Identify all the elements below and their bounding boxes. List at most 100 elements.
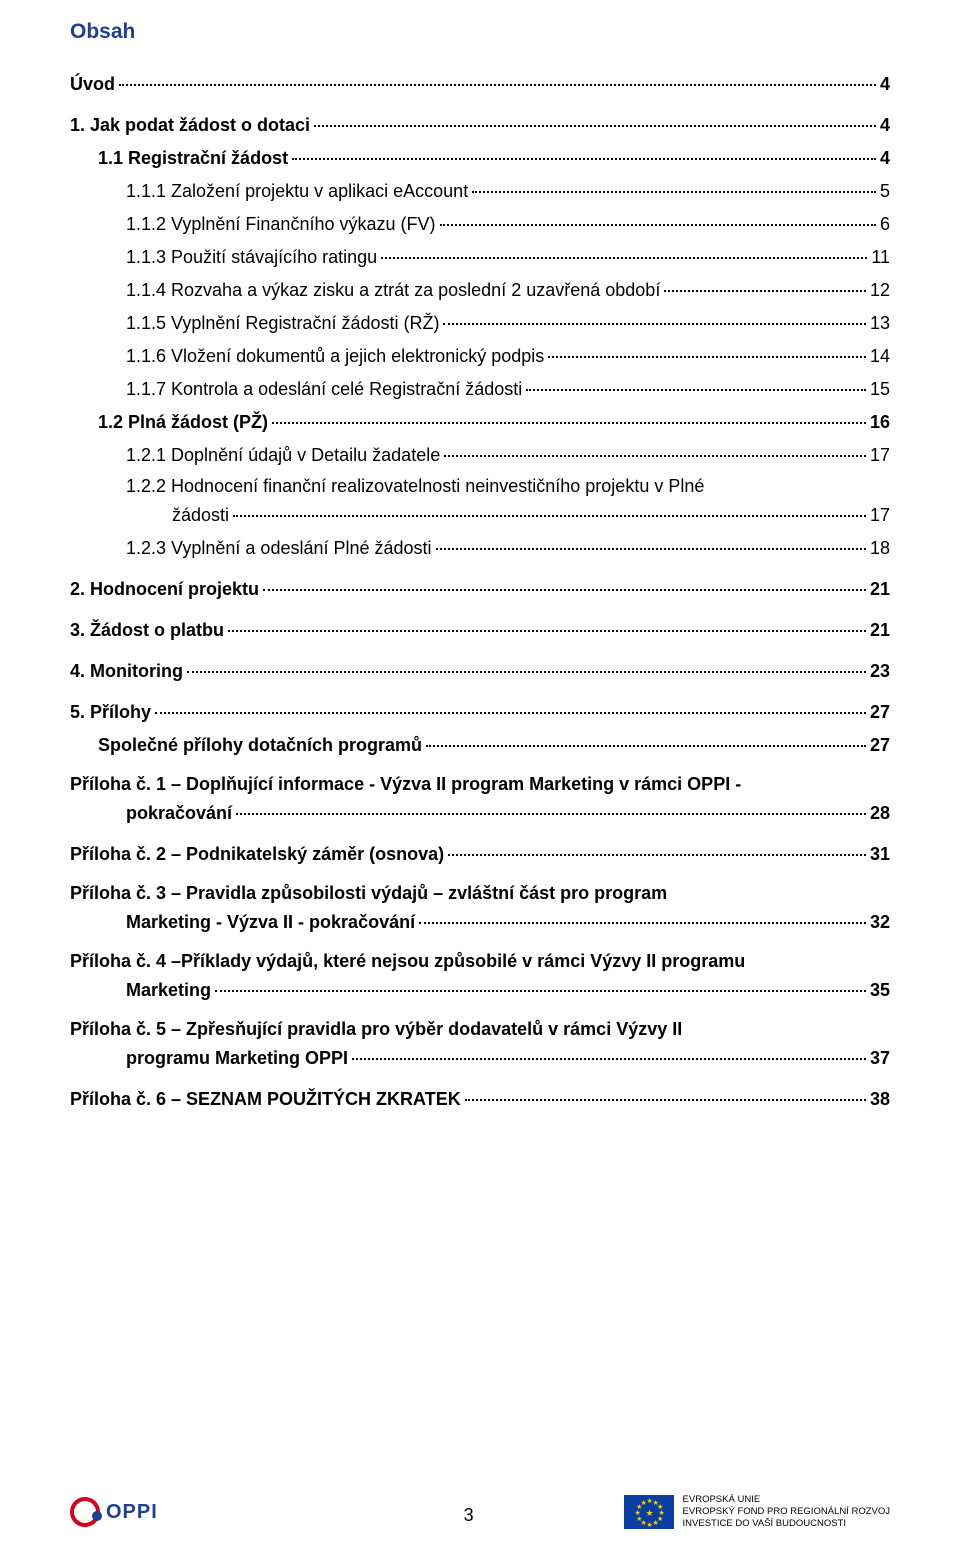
toc-page: 4: [880, 74, 890, 95]
toc-entry: Marketing 35: [126, 978, 890, 1001]
toc-entry: žádosti 17: [172, 503, 890, 526]
toc-label: 2. Hodnocení projektu: [70, 579, 259, 600]
oppi-logo-text: OPPI: [106, 1501, 158, 1524]
toc-label: Příloha č. 2 – Podnikatelský záměr (osno…: [70, 844, 444, 865]
toc-label: 1.1.7 Kontrola a odeslání celé Registrač…: [126, 379, 522, 400]
table-of-contents: Úvod 41. Jak podat žádost o dotaci 41.1 …: [70, 72, 890, 1110]
toc-leader-dots: [187, 655, 866, 673]
toc-entry: Úvod 4: [70, 72, 890, 95]
toc-entry: 1.2.2 Hodnocení finanční realizovatelnos…: [126, 476, 890, 497]
toc-leader-dots: [263, 573, 866, 591]
toc-label: 1.1 Registrační žádost: [98, 148, 288, 169]
toc-entry: Příloha č. 2 – Podnikatelský záměr (osno…: [70, 842, 890, 865]
toc-leader-dots: [436, 532, 866, 550]
toc-entry: Příloha č. 1 – Doplňující informace - Vý…: [70, 774, 890, 795]
page-footer: OPPI 3 ★★★★★★★★★★★★ EVROPSKÁ UNIEEVROPSK…: [70, 1494, 890, 1530]
toc-label: Příloha č. 1 – Doplňující informace - Vý…: [70, 774, 741, 795]
toc-label: Příloha č. 6 – SEZNAM POUŽITÝCH ZKRATEK: [70, 1089, 461, 1110]
toc-label: Úvod: [70, 74, 115, 95]
toc-entry: 1. Jak podat žádost o dotaci 4: [70, 113, 890, 136]
toc-leader-dots: [233, 499, 866, 517]
toc-entry: 3. Žádost o platbu 21: [70, 618, 890, 641]
toc-entry: 1.1.5 Vyplnění Registrační žádosti (RŽ) …: [126, 311, 890, 334]
toc-label: 1.1.3 Použití stávajícího ratingu: [126, 247, 377, 268]
toc-entry: 4. Monitoring 23: [70, 659, 890, 682]
toc-label: 1.2.2 Hodnocení finanční realizovatelnos…: [126, 476, 704, 497]
eu-flag-icon: ★★★★★★★★★★★★: [623, 1494, 675, 1530]
toc-page: 28: [870, 803, 890, 824]
toc-entry: 1.1.2 Vyplnění Finančního výkazu (FV) 6: [126, 212, 890, 235]
toc-entry: Příloha č. 5 – Zpřesňující pravidla pro …: [70, 1019, 890, 1040]
toc-page: 21: [870, 620, 890, 641]
toc-leader-dots: [448, 838, 866, 856]
toc-label: 1.1.5 Vyplnění Registrační žádosti (RŽ): [126, 313, 439, 334]
toc-entry: 1.2.1 Doplnění údajů v Detailu žadatele …: [126, 443, 890, 466]
toc-leader-dots: [272, 406, 866, 424]
toc-leader-dots: [155, 696, 866, 714]
toc-page: 15: [870, 379, 890, 400]
toc-leader-dots: [472, 175, 876, 193]
toc-page: 21: [870, 579, 890, 600]
toc-entry: 1.1 Registrační žádost 4: [98, 146, 890, 169]
toc-entry: programu Marketing OPPI 37: [126, 1046, 890, 1069]
page-number: 3: [464, 1505, 474, 1526]
toc-entry: Společné přílohy dotačních programů 27: [98, 733, 890, 756]
toc-page: 23: [870, 661, 890, 682]
toc-leader-dots: [119, 68, 876, 86]
toc-leader-dots: [526, 373, 866, 391]
toc-entry: Marketing - Výzva II - pokračování 32: [126, 910, 890, 933]
toc-leader-dots: [292, 142, 876, 160]
document-title: Obsah: [70, 20, 890, 44]
toc-page: 27: [870, 735, 890, 756]
toc-label: Marketing - Výzva II - pokračování: [126, 912, 415, 933]
toc-page: 14: [870, 346, 890, 367]
toc-label: Příloha č. 4 –Příklady výdajů, které nej…: [70, 951, 745, 972]
toc-label: 1. Jak podat žádost o dotaci: [70, 115, 310, 136]
toc-entry: 1.1.6 Vložení dokumentů a jejich elektro…: [126, 344, 890, 367]
toc-entry: 1.2 Plná žádost (PŽ) 16: [98, 410, 890, 433]
toc-label: 1.1.1 Založení projektu v aplikaci eAcco…: [126, 181, 468, 202]
oppi-logo: OPPI: [70, 1497, 158, 1527]
toc-page: 38: [870, 1089, 890, 1110]
toc-label: 1.2 Plná žádost (PŽ): [98, 412, 268, 433]
toc-entry: 1.1.3 Použití stávajícího ratingu 11: [126, 245, 890, 268]
toc-leader-dots: [352, 1042, 866, 1060]
toc-label: 3. Žádost o platbu: [70, 620, 224, 641]
toc-leader-dots: [314, 109, 876, 127]
eu-text: EVROPSKÁ UNIEEVROPSKÝ FOND PRO REGIONÁLN…: [683, 1494, 890, 1530]
toc-entry: 1.1.1 Založení projektu v aplikaci eAcco…: [126, 179, 890, 202]
toc-page: 13: [870, 313, 890, 334]
toc-entry: Příloha č. 4 –Příklady výdajů, které nej…: [70, 951, 890, 972]
toc-label: 1.1.2 Vyplnění Finančního výkazu (FV): [126, 214, 436, 235]
toc-entry: Příloha č. 6 – SEZNAM POUŽITÝCH ZKRATEK …: [70, 1087, 890, 1110]
toc-entry: 1.1.4 Rozvaha a výkaz zisku a ztrát za p…: [126, 278, 890, 301]
toc-page: 27: [870, 702, 890, 723]
toc-entry: Příloha č. 3 – Pravidla způsobilosti výd…: [70, 883, 890, 904]
toc-leader-dots: [419, 906, 866, 924]
toc-leader-dots: [215, 974, 866, 992]
toc-page: 11: [871, 247, 890, 268]
toc-label: 1.1.6 Vložení dokumentů a jejich elektro…: [126, 346, 544, 367]
toc-label: 4. Monitoring: [70, 661, 183, 682]
toc-label: 1.2.3 Vyplnění a odeslání Plné žádosti: [126, 538, 432, 559]
toc-page: 18: [870, 538, 890, 559]
toc-page: 31: [870, 844, 890, 865]
toc-label: 1.2.1 Doplnění údajů v Detailu žadatele: [126, 445, 440, 466]
toc-label: žádosti: [172, 505, 229, 526]
toc-page: 6: [880, 214, 890, 235]
toc-entry: 1.2.3 Vyplnění a odeslání Plné žádosti 1…: [126, 536, 890, 559]
toc-leader-dots: [444, 439, 866, 457]
toc-page: 17: [870, 505, 890, 526]
toc-page: 4: [880, 115, 890, 136]
toc-label: 5. Přílohy: [70, 702, 151, 723]
toc-label: Marketing: [126, 980, 211, 1001]
toc-leader-dots: [664, 274, 866, 292]
toc-entry: 2. Hodnocení projektu 21: [70, 577, 890, 600]
toc-leader-dots: [465, 1083, 866, 1101]
toc-leader-dots: [236, 797, 866, 815]
toc-page: 17: [870, 445, 890, 466]
toc-label: pokračování: [126, 803, 232, 824]
toc-entry: pokračování 28: [126, 801, 890, 824]
toc-page: 5: [880, 181, 890, 202]
toc-page: 4: [880, 148, 890, 169]
